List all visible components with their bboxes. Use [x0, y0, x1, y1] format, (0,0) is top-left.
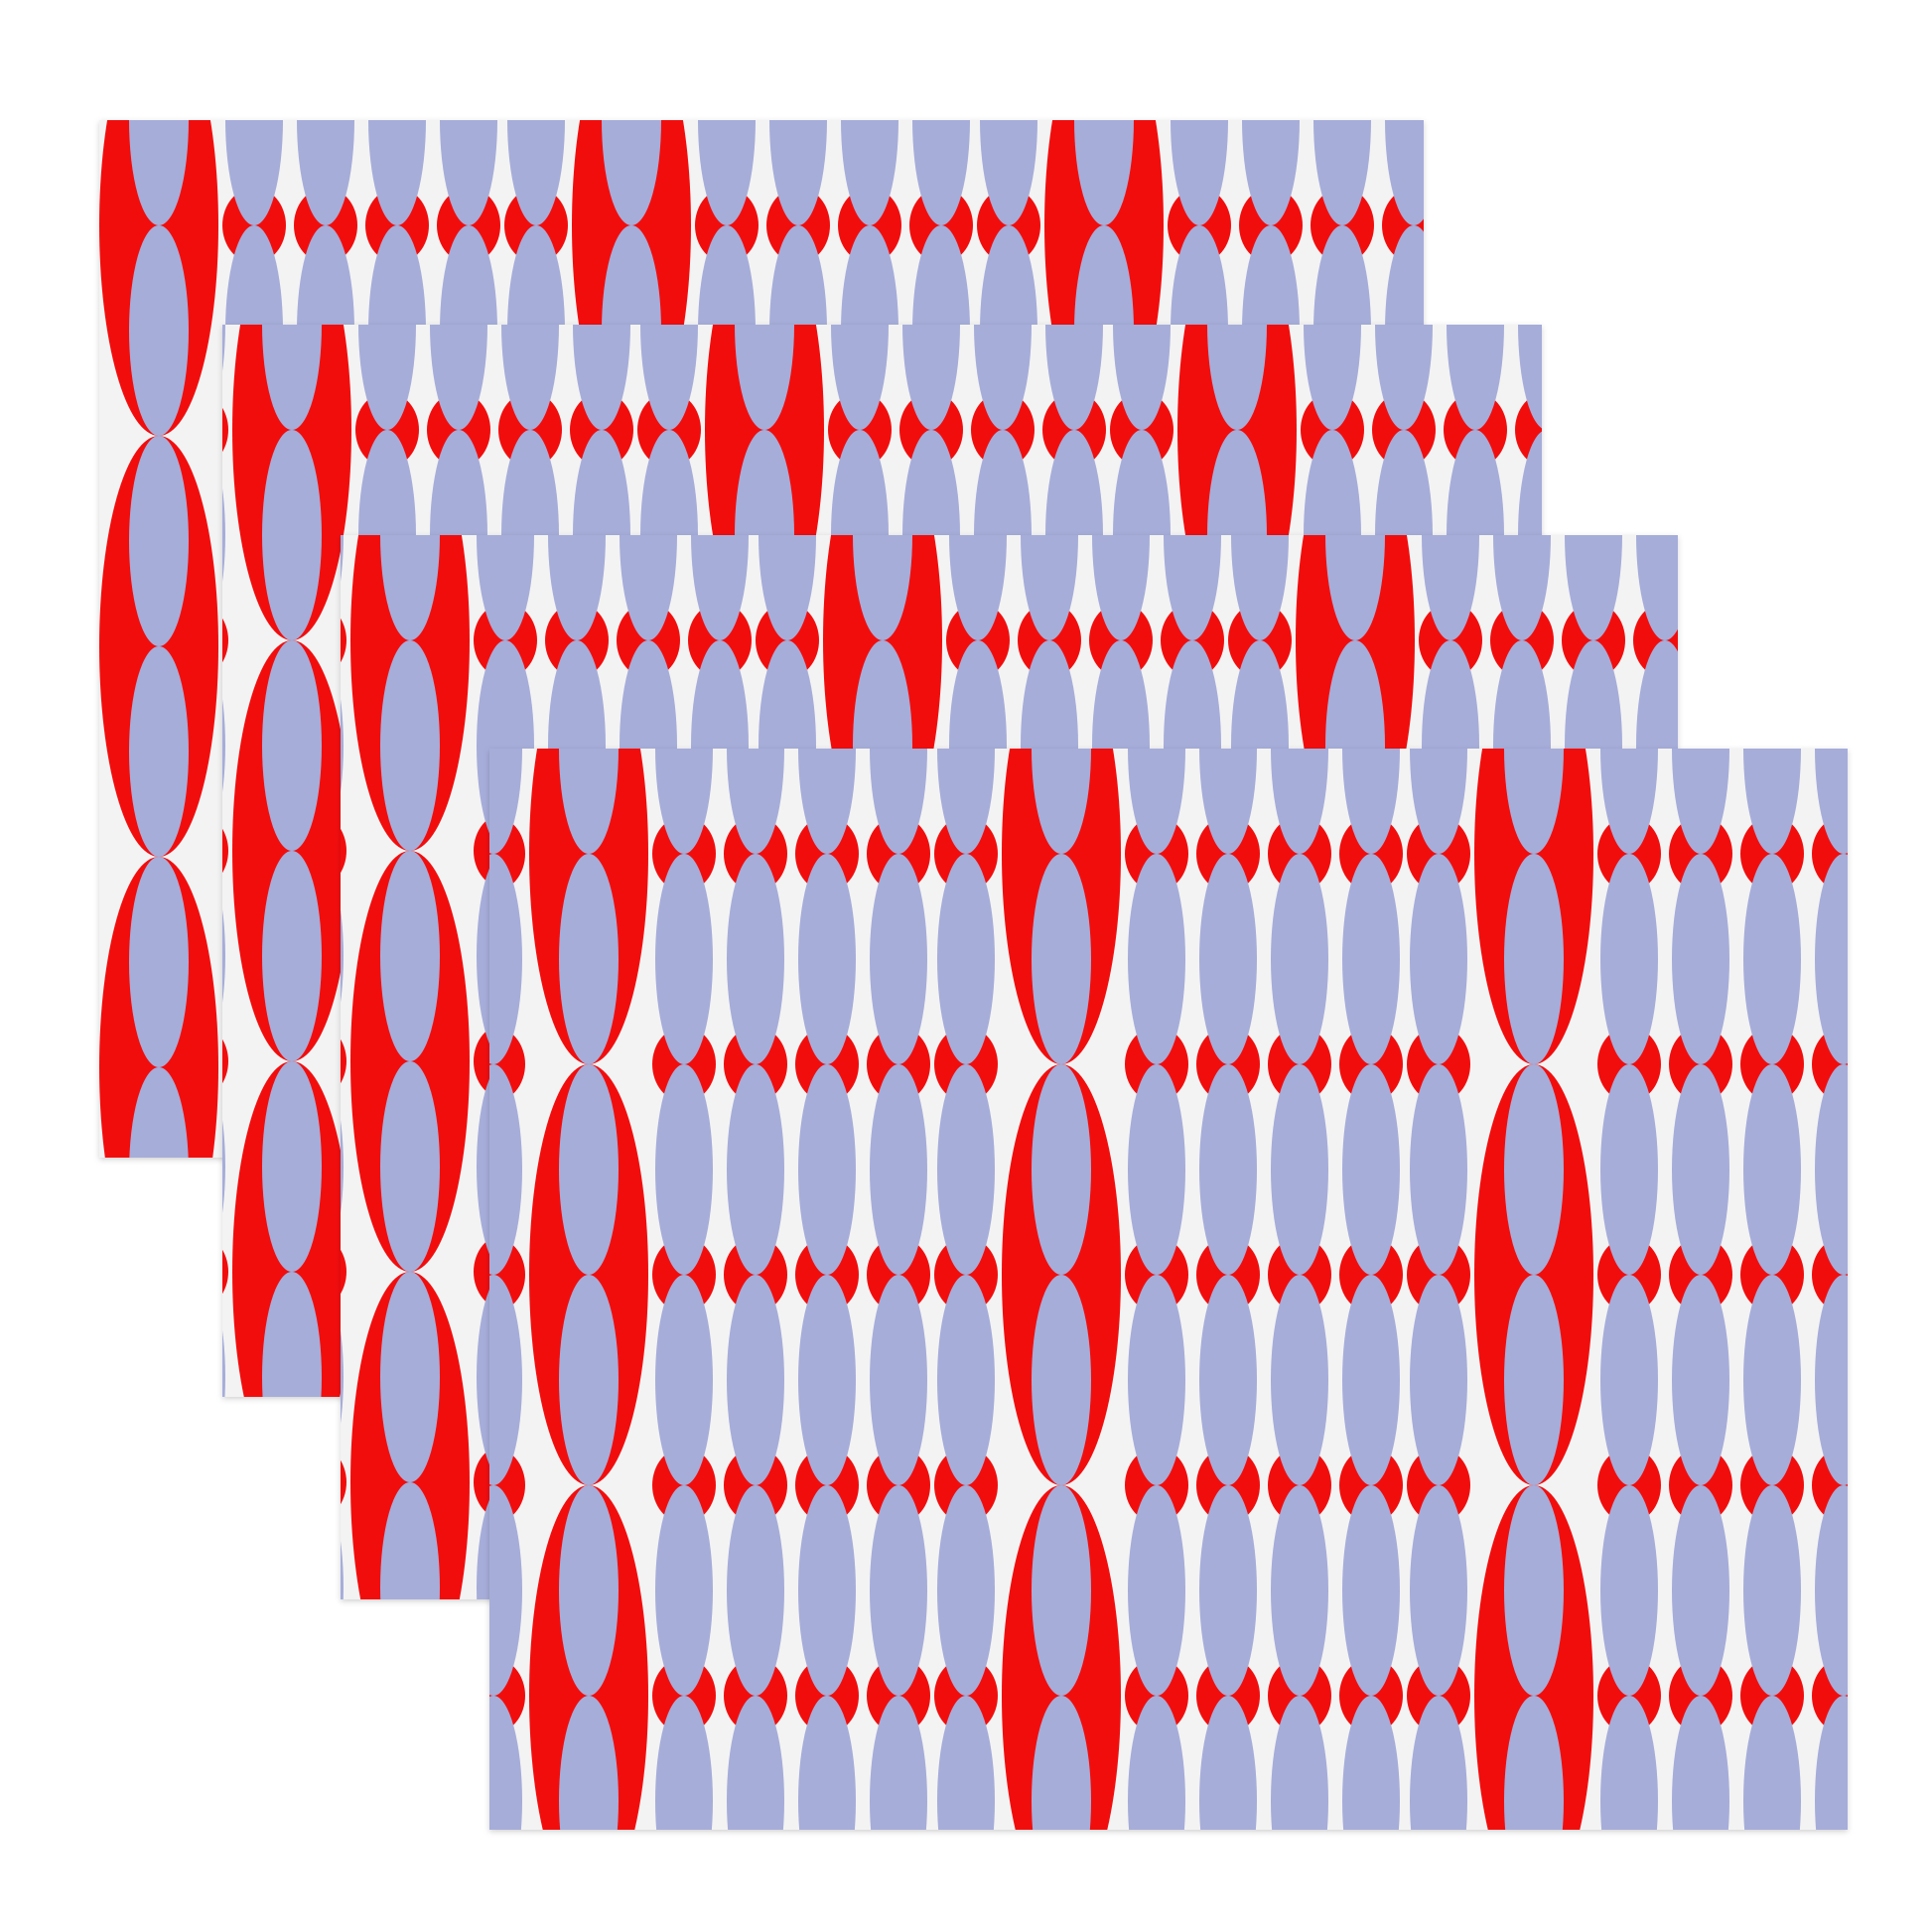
placemat-4: [489, 749, 1848, 1830]
